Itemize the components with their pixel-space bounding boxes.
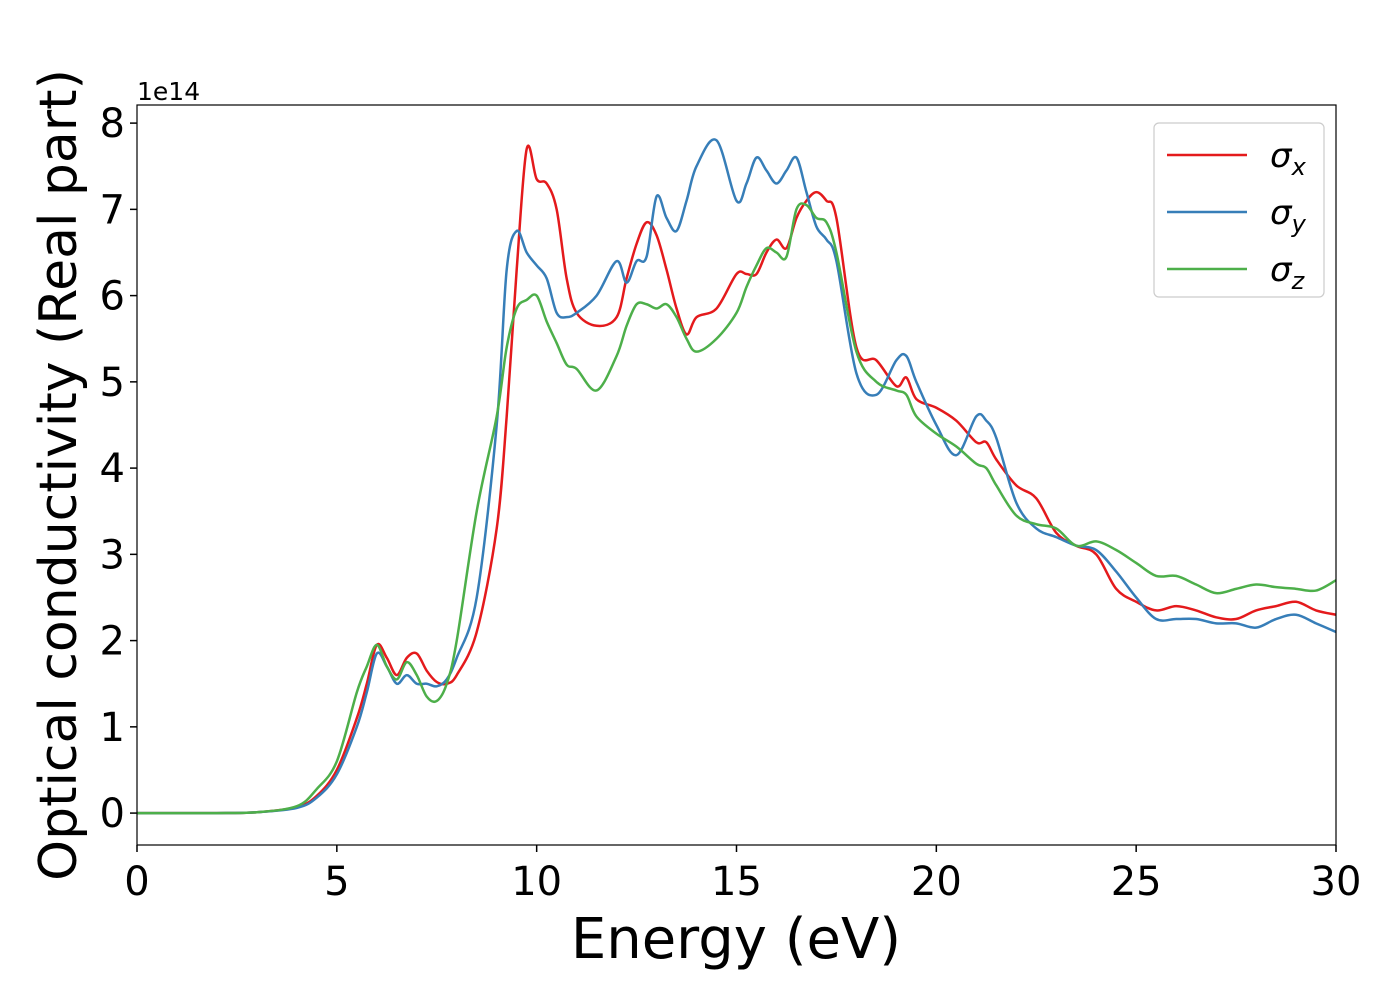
y-tick-label: 0 [100,791,125,837]
legend-label: σx [1270,136,1307,181]
y-tick-label: 1 [100,705,125,751]
y-offset-label: 1e14 [137,77,200,106]
plot-frame [136,104,1337,846]
y-tick-label: 5 [100,360,125,406]
x-tick-label: 20 [911,859,962,905]
y-tick-label: 2 [100,619,125,665]
y-tick-label: 6 [100,274,125,320]
x-tick-label: 25 [1111,859,1162,905]
x-tick-label: 10 [511,859,562,905]
y-tick-label: 7 [100,187,125,233]
legend-box [1153,122,1325,298]
y-axis-label: Optical conductivity (Real part) [29,69,89,881]
legend-label: σz [1270,250,1306,295]
x-axis-label: Energy (eV) [571,907,901,972]
legend-label: σy [1270,193,1307,238]
x-tick-label: 30 [1311,859,1362,905]
y-tick-label: 8 [100,101,125,147]
x-tick-label: 5 [324,859,349,905]
x-tick-label: 15 [711,859,762,905]
x-tick-label: 0 [124,859,149,905]
line-series [137,202,1336,815]
y-tick-label: 3 [100,532,125,578]
y-tick-label: 4 [100,446,125,492]
